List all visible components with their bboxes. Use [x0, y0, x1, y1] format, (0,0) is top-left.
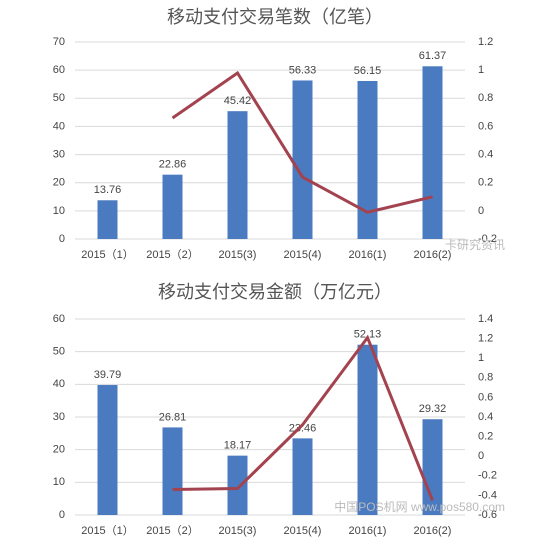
chart-title: 移动支付交易笔数（亿笔） [167, 7, 383, 27]
y-tick-label: 0 [59, 509, 65, 521]
x-tick-label: 2015（2） [146, 524, 199, 537]
bar [162, 174, 183, 239]
data-label: 39.79 [94, 369, 122, 381]
x-tick-label: 2015(3) [219, 249, 257, 261]
x-tick-label: 2015（2） [146, 248, 199, 261]
y2-tick-label: -0.4 [478, 489, 497, 501]
y-tick-label: 50 [53, 346, 65, 358]
bar [97, 385, 118, 515]
y-tick-label: 30 [53, 148, 65, 160]
x-tick-label: 2016(1) [349, 525, 387, 537]
line [171, 70, 433, 214]
y-tick-label: 10 [53, 205, 65, 217]
y-tick-label: 70 [53, 36, 65, 48]
y2-tick-label: 0.8 [478, 372, 493, 384]
x-tick-label: 2016(1) [349, 249, 387, 261]
x-tick-label: 2015（1） [81, 524, 134, 537]
data-label: 13.76 [94, 184, 122, 196]
x-tick-label: 2016(2) [414, 249, 452, 261]
y-tick-label: 10 [53, 476, 65, 488]
data-label: 56.15 [354, 65, 382, 77]
y2-tick-label: 0.2 [478, 177, 493, 189]
chart-title: 移动支付交易金额（万亿元） [158, 282, 392, 302]
data-label: 29.32 [419, 403, 447, 415]
y2-tick-label: 1 [478, 352, 484, 364]
y-tick-label: 40 [53, 378, 65, 390]
bar [292, 438, 313, 515]
y-tick-label: 40 [53, 120, 65, 132]
bar [357, 344, 378, 515]
y-tick-label: 60 [53, 64, 65, 76]
y2-tick-label: 0.2 [478, 431, 493, 443]
data-label: 26.81 [159, 411, 187, 423]
y2-tick-label: 1.2 [478, 36, 493, 48]
y2-tick-label: 0 [478, 205, 484, 217]
x-tick-label: 2015(3) [219, 525, 257, 537]
y-tick-label: 20 [53, 177, 65, 189]
y2-tick-label: 0.4 [478, 148, 493, 160]
y-tick-label: 30 [53, 411, 65, 423]
data-label: 52.13 [354, 329, 382, 341]
y2-tick-label: -0.2 [478, 470, 497, 482]
y-tick-label: 20 [53, 444, 65, 456]
y2-tick-label: 1.2 [478, 333, 493, 345]
y-tick-label: 0 [59, 233, 65, 245]
y2-tick-label: 1 [478, 64, 484, 76]
x-tick-label: 2016(2) [414, 525, 452, 537]
bar [292, 80, 313, 239]
bar [162, 427, 183, 515]
y2-tick-label: 0.8 [478, 92, 493, 104]
data-label: 61.37 [419, 50, 447, 62]
line [172, 334, 434, 501]
bar [422, 66, 443, 239]
y2-tick-label: 0.6 [478, 120, 493, 132]
bar [227, 455, 248, 515]
y2-tick-label: 0.6 [478, 391, 493, 403]
y-tick-label: 60 [53, 313, 65, 325]
bar [97, 200, 118, 239]
y2-tick-label: -0.6 [478, 509, 497, 521]
data-label: 45.42 [224, 95, 252, 107]
watermark: 卡研究资讯 [445, 237, 505, 252]
bar [227, 111, 248, 239]
y2-tick-label: 0 [478, 450, 484, 462]
data-label: 18.17 [224, 440, 252, 452]
y2-tick-label: 0.4 [478, 411, 493, 423]
x-tick-label: 2015（1） [81, 248, 134, 261]
watermark: 中国POS机网 www.pos580.com [334, 499, 505, 514]
x-tick-label: 2015(4) [284, 525, 322, 537]
y2-tick-label: -0.2 [478, 233, 497, 245]
y-tick-label: 50 [53, 92, 65, 104]
data-label: 56.33 [289, 64, 317, 76]
bar [357, 80, 378, 239]
x-tick-label: 2015(4) [284, 249, 322, 261]
data-label: 22.86 [159, 159, 187, 171]
y2-tick-label: 1.4 [478, 313, 493, 325]
